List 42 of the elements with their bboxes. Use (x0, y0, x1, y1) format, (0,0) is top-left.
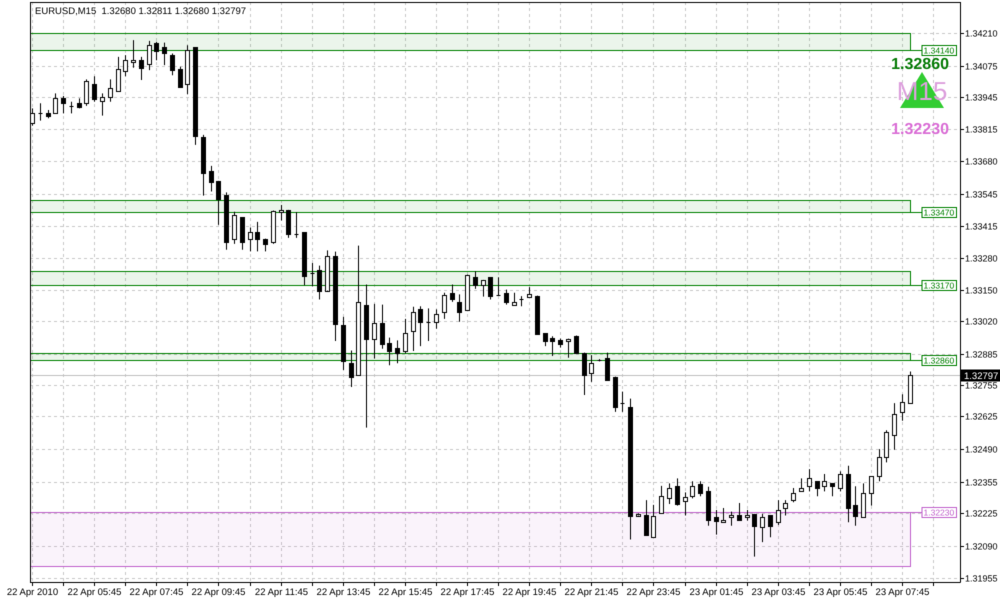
y-tick-label: 1.32090 (965, 542, 998, 552)
y-tick-label: 1.33945 (965, 92, 998, 103)
y-tick-label: 1.34075 (965, 62, 998, 72)
y-tick-label: 1.32625 (965, 412, 998, 422)
y-tick-label: 1.33415 (965, 222, 998, 232)
x-tick-label: 22 Apr 09:45 (192, 587, 246, 598)
y-tick-label: 1.31955 (965, 574, 998, 584)
ref-line-label: 1.32797 (964, 370, 998, 382)
band-label: 1.32860 (924, 355, 954, 366)
x-tick-label: 22 Apr 05:45 (68, 587, 122, 598)
y-tick-label: 1.33545 (965, 190, 998, 200)
y-tick-label: 1.33680 (965, 156, 998, 167)
band-label: 1.32230 (924, 507, 954, 518)
y-tick-label: 1.32355 (965, 478, 998, 488)
x-tick-label: 22 Apr 19:45 (502, 587, 556, 598)
band-label: 1.33470 (924, 207, 954, 218)
annotation: 1.32860 (891, 56, 950, 73)
x-tick-label: 22 Apr 07:45 (130, 587, 184, 598)
x-tick-label: 22 Apr 2010 (6, 587, 58, 598)
annotation: 1.32230 (891, 121, 950, 138)
y-tick-label: 1.32755 (965, 380, 998, 391)
y-tick-label: 1.33020 (965, 316, 998, 327)
y-tick-label: 1.34210 (965, 28, 998, 39)
y-tick-label: 1.32225 (965, 508, 998, 519)
y-tick-label: 1.33150 (965, 286, 998, 296)
x-tick-label: 22 Apr 21:45 (564, 587, 618, 598)
band-label: 1.34140 (924, 45, 954, 56)
band-label: 1.33170 (924, 280, 954, 290)
chart-title: EURUSD,M15 1.32680 1.32811 1.32680 1.32797 (35, 6, 246, 17)
x-tick-label: 23 Apr 05:45 (814, 587, 868, 598)
y-tick-label: 1.32885 (965, 350, 998, 360)
x-tick-label: 22 Apr 15:45 (378, 587, 432, 598)
x-tick-label: 22 Apr 13:45 (316, 587, 370, 598)
x-tick-label: 22 Apr 23:45 (626, 587, 680, 598)
y-tick-label: 1.33815 (965, 124, 998, 135)
x-tick-label: 22 Apr 17:45 (440, 587, 494, 598)
x-tick-label: 23 Apr 03:45 (752, 587, 806, 598)
x-tick-label: 23 Apr 07:45 (876, 587, 930, 598)
y-tick-label: 1.32490 (965, 444, 998, 455)
x-tick-label: 23 Apr 01:45 (690, 587, 744, 598)
x-tick-label: 22 Apr 11:45 (254, 587, 308, 598)
y-tick-label: 1.33280 (965, 254, 998, 264)
